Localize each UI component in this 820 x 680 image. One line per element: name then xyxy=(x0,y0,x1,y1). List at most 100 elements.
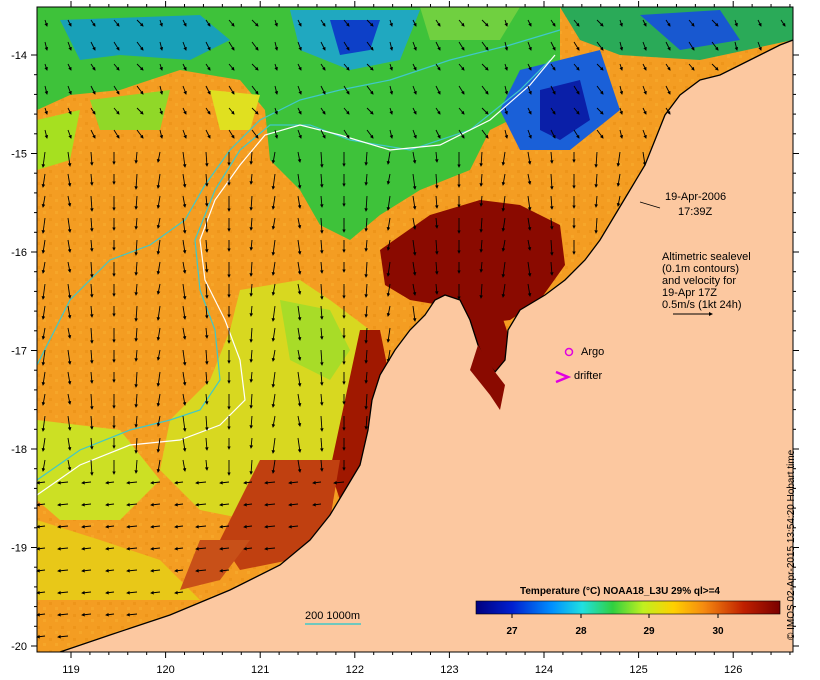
velocity-arrow xyxy=(243,546,253,551)
velocity-arrow xyxy=(412,261,417,276)
velocity-arrow xyxy=(481,19,489,27)
velocity-arrow xyxy=(134,327,139,342)
velocity-arrow xyxy=(41,459,46,472)
velocity-arrow xyxy=(134,239,138,256)
velocity-arrow xyxy=(182,239,187,254)
velocity-arrow xyxy=(479,261,484,273)
velocity-arrow xyxy=(364,261,368,278)
velocity-arrow xyxy=(182,85,187,95)
velocity-arrow xyxy=(319,459,324,472)
velocity-arrow xyxy=(297,151,302,163)
velocity-arrow xyxy=(36,568,46,573)
velocity-arrow xyxy=(366,129,374,139)
velocity-arrow xyxy=(319,195,324,208)
velocity-arrow xyxy=(204,437,209,451)
velocity-arrow xyxy=(271,261,276,276)
velocity-arrow xyxy=(550,63,556,71)
velocity-arrow xyxy=(594,195,599,208)
velocity-arrow xyxy=(435,41,441,51)
velocity-arrow xyxy=(90,63,96,71)
velocity-arrow xyxy=(412,151,417,164)
velocity-arrow xyxy=(219,546,230,551)
velocity-arrow xyxy=(150,524,161,529)
velocity-arrow xyxy=(501,151,506,166)
velocity-arrow xyxy=(527,63,532,71)
velocity-arrow xyxy=(412,129,417,139)
velocity-arrow xyxy=(386,349,391,363)
velocity-arrow xyxy=(412,217,417,230)
velocity-arrow xyxy=(57,590,69,595)
isobath-1000 xyxy=(37,54,556,496)
velocity-arrow xyxy=(297,371,302,387)
velocity-arrow xyxy=(320,151,324,168)
lat-tick-label: -17 xyxy=(11,346,27,358)
velocity-arrow xyxy=(89,217,94,232)
velocity-arrow xyxy=(458,63,465,71)
velocity-arrow xyxy=(136,63,144,71)
velocity-arrow xyxy=(219,480,230,485)
velocity-arrow xyxy=(41,393,46,406)
velocity-arrow xyxy=(134,349,139,362)
velocity-arrow xyxy=(386,327,391,343)
velocity-arrow xyxy=(159,19,163,27)
velocity-arrow xyxy=(159,85,164,95)
velocity-arrow xyxy=(182,129,187,139)
velocity-arrow xyxy=(249,415,254,429)
velocity-arrow xyxy=(434,261,439,275)
velocity-arrow xyxy=(780,19,786,27)
velocity-arrow xyxy=(67,415,72,431)
velocity-arrow xyxy=(319,371,324,386)
velocity-arrow xyxy=(573,107,580,115)
velocity-arrow xyxy=(150,502,161,507)
velocity-arrow xyxy=(386,217,391,231)
velocity-arrow xyxy=(204,173,209,187)
velocity-arrow xyxy=(67,327,72,339)
velocity-arrow xyxy=(412,63,417,71)
velocity-arrow xyxy=(319,437,324,452)
velocity-arrow xyxy=(481,63,489,71)
velocity-arrow xyxy=(105,524,115,529)
velocity-arrow xyxy=(249,459,253,475)
velocity-arrow xyxy=(271,371,276,388)
velocity-arrow xyxy=(182,63,187,71)
velocity-arrow xyxy=(36,590,46,595)
velocity-arrow xyxy=(150,568,161,573)
velocity-arrow xyxy=(642,63,647,71)
velocity-arrow xyxy=(711,19,719,27)
velocity-arrow xyxy=(479,151,483,167)
velocity-arrow xyxy=(105,502,115,507)
velocity-arrow xyxy=(297,63,302,71)
velocity-arrow xyxy=(550,19,556,27)
velocity-arrow xyxy=(573,19,580,27)
velocity-arrow xyxy=(182,173,187,188)
velocity-arrow xyxy=(249,217,254,231)
lat-tick-label: -14 xyxy=(11,50,27,62)
velocity-arrow xyxy=(549,195,554,210)
velocity-arrow xyxy=(156,151,161,163)
velocity-arrow xyxy=(594,173,599,188)
velocity-arrow xyxy=(41,283,46,300)
velocity-arrow xyxy=(67,19,72,27)
lon-tick-label: 122 xyxy=(346,664,364,676)
velocity-arrow xyxy=(271,415,276,428)
velocity-arrow xyxy=(501,217,506,232)
velocity-arrow xyxy=(150,590,161,595)
velocity-arrow xyxy=(596,107,604,115)
velocity-arrow xyxy=(195,502,207,507)
velocity-arrow xyxy=(297,41,302,51)
sealevel-note: Altimetric sealevel(0.1m contours)and ve… xyxy=(662,251,751,311)
velocity-arrow xyxy=(364,393,368,410)
velocity-arrow xyxy=(228,19,235,27)
velocity-arrow xyxy=(67,283,72,299)
velocity-arrow xyxy=(319,327,324,340)
velocity-arrow xyxy=(156,305,161,321)
velocity-arrow xyxy=(389,19,393,27)
velocity-arrow xyxy=(182,371,187,386)
velocity-arrow xyxy=(504,129,509,139)
velocity-arrow xyxy=(320,129,326,139)
velocity-arrow xyxy=(249,393,253,409)
velocity-arrow xyxy=(134,217,139,230)
velocity-arrow xyxy=(136,19,144,27)
velocity-arrow xyxy=(182,305,187,320)
